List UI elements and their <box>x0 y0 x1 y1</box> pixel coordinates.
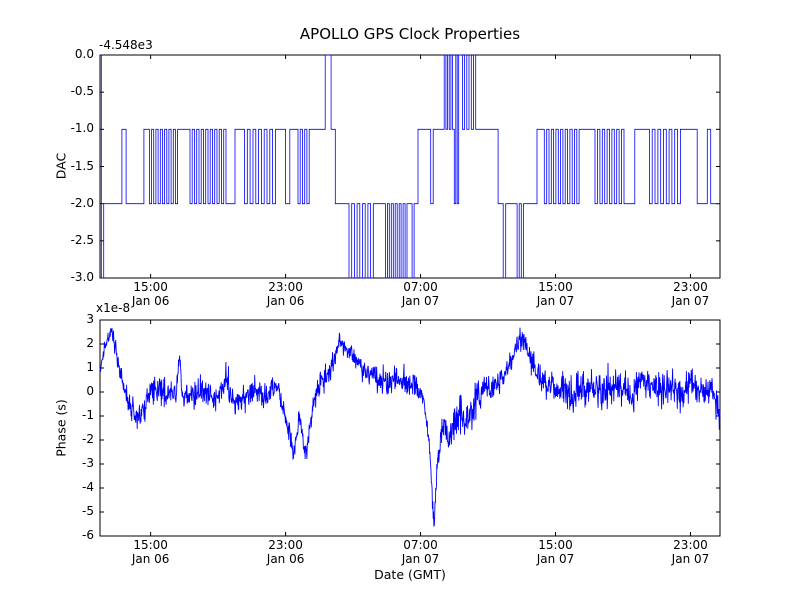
y-tick-label: 2 <box>86 336 94 350</box>
axes-frame <box>99 319 721 537</box>
y-tick-label: -1.5 <box>70 158 94 173</box>
x-tick-time: 23:00 <box>268 280 303 294</box>
y-tick-label: -3 <box>82 456 94 470</box>
y-tick-label: -2.5 <box>70 232 94 247</box>
y-tick-label: 0.0 <box>74 47 94 61</box>
x-tick-time: 23:00 <box>673 538 708 552</box>
x-tick-date: Jan 06 <box>131 552 170 566</box>
x-axis-label: Date (GMT) <box>374 567 446 582</box>
x-tick-time: 15:00 <box>133 280 168 294</box>
x-tick-label: 23:00 Jan 06 <box>267 280 305 308</box>
x-tick-date: Jan 06 <box>131 294 170 308</box>
phase-axis-offset-label: x1e-8 <box>96 301 131 315</box>
y-tick-label: -3.0 <box>70 270 94 284</box>
x-tick-time: 23:00 <box>268 538 303 552</box>
y-tick-label: 1 <box>86 360 94 374</box>
y-tick-label: -2 <box>82 432 94 446</box>
x-tick-date: Jan 06 <box>266 294 305 308</box>
x-tick-date: Jan 07 <box>671 294 710 308</box>
axes-frame <box>99 54 721 279</box>
y-tick-label: -4 <box>82 480 94 494</box>
x-tick-time: 23:00 <box>673 280 708 294</box>
x-tick-label: 15:00 Jan 06 <box>132 538 170 566</box>
x-tick-date: Jan 07 <box>536 552 575 566</box>
x-tick-time: 15:00 <box>538 538 573 552</box>
x-tick-date: Jan 07 <box>536 294 575 308</box>
x-tick-label: 07:00 Jan 07 <box>402 280 440 308</box>
phase-series-line <box>99 327 721 528</box>
x-tick-date: Jan 07 <box>671 552 710 566</box>
x-tick-date: Jan 07 <box>401 552 440 566</box>
x-tick-time: 15:00 <box>538 280 573 294</box>
y-tick-label: -1 <box>82 408 94 422</box>
y-tick-label: 0 <box>86 384 94 398</box>
x-tick-label: 15:00 Jan 07 <box>537 280 575 308</box>
x-tick-label: 15:00 Jan 07 <box>537 538 575 566</box>
y-tick-label: -5 <box>82 504 94 518</box>
y-tick-label: -0.5 <box>70 84 94 99</box>
y-tick-label: -2.0 <box>70 195 94 210</box>
chart-title: APOLLO GPS Clock Properties <box>299 25 521 43</box>
x-tick-time: 15:00 <box>133 538 168 552</box>
dac-series-line <box>100 54 720 279</box>
x-tick-label: 23:00 Jan 06 <box>267 538 305 566</box>
x-tick-date: Jan 06 <box>266 552 305 566</box>
y-tick-label: -6 <box>82 528 94 542</box>
x-tick-label: 23:00 Jan 07 <box>672 538 710 566</box>
x-tick-label: 15:00 Jan 06 <box>132 280 170 308</box>
dac-axis-offset-label: -4.548e3 <box>99 38 153 52</box>
x-tick-time: 07:00 <box>403 280 438 294</box>
y-tick-label: -1.0 <box>70 121 94 136</box>
x-tick-label: 23:00 Jan 07 <box>672 280 710 308</box>
x-tick-date: Jan 07 <box>401 294 440 308</box>
x-tick-label: 07:00 Jan 07 <box>402 538 440 566</box>
x-tick-time: 07:00 <box>403 538 438 552</box>
y-tick-label: 3 <box>86 312 94 326</box>
